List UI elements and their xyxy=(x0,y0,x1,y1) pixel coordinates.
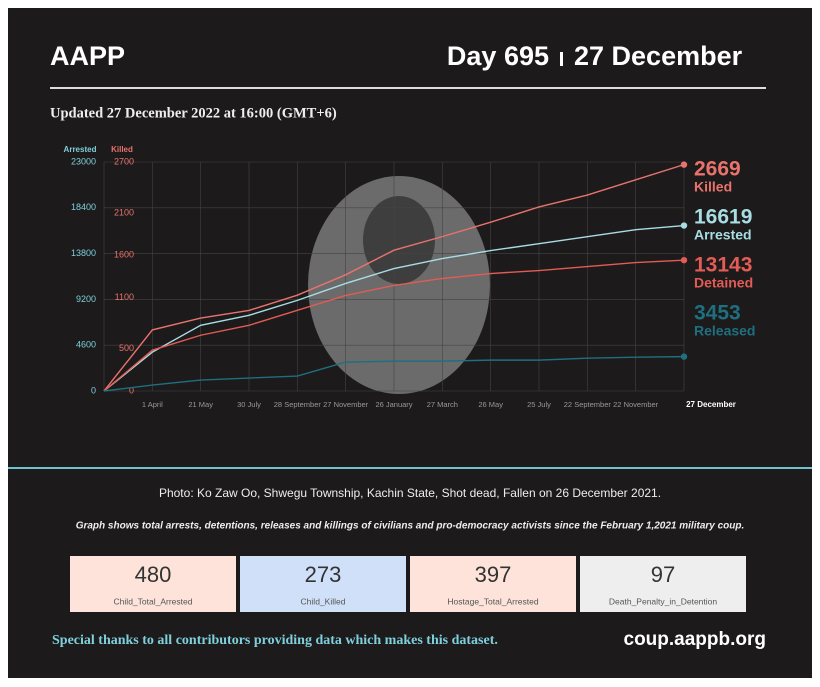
x-tick-label: 27 November xyxy=(323,400,369,409)
y2-tick-label: 500 xyxy=(119,343,134,353)
x-tick-label: 22 September xyxy=(564,400,612,409)
stat-value: 480 xyxy=(135,562,172,587)
header-date: 27 December xyxy=(574,41,743,71)
legend-label: Detained xyxy=(694,275,753,291)
stat-card xyxy=(70,556,236,612)
end-point xyxy=(680,161,688,168)
chart: AAPP Day 695 27 December Updated 27 Dece… xyxy=(8,41,812,650)
y-tick-label: 0 xyxy=(91,385,96,395)
x-tick-label: 27 December xyxy=(686,400,736,409)
photo-face xyxy=(363,196,435,284)
y2-tick-label: 1600 xyxy=(114,250,134,260)
end-value: 2669 xyxy=(694,158,741,181)
stat-card xyxy=(410,556,576,612)
x-tick-label: 26 May xyxy=(478,400,503,409)
x-tick-label: 26 January xyxy=(375,400,412,409)
y-tick-label: 18400 xyxy=(71,202,96,212)
y2-tick-label: 2100 xyxy=(114,207,134,217)
x-tick-label: 22 November xyxy=(613,400,659,409)
end-point xyxy=(680,222,688,229)
y2-tick-label: 2700 xyxy=(114,156,134,166)
x-tick-label: 30 July xyxy=(237,400,261,409)
stat-value: 97 xyxy=(651,562,675,587)
stat-label: Death_Penalty_in_Detention xyxy=(609,596,717,606)
legend-label: Killed xyxy=(694,179,732,195)
y2-tick-label: 0 xyxy=(129,385,134,395)
end-value: 3453 xyxy=(694,302,741,325)
series-line xyxy=(103,224,685,392)
page: AAPP Day 695 27 December Updated 27 Dece… xyxy=(8,8,812,678)
note: Graph shows total arrests, detentions, r… xyxy=(76,521,745,532)
y-tick-label: 23000 xyxy=(71,156,96,166)
end-value: 13143 xyxy=(694,254,752,277)
y-tick-label: 13800 xyxy=(71,248,96,258)
header-day: Day 695 xyxy=(447,41,549,71)
stat-label: Child_Total_Arrested xyxy=(114,596,193,606)
updated: Updated 27 December 2022 at 16:00 (GMT+6… xyxy=(50,105,337,121)
x-tick-label: 28 September xyxy=(274,400,322,409)
stat-value: 273 xyxy=(305,562,342,587)
end-value: 16619 xyxy=(694,206,752,229)
y2-axis-title: Killed xyxy=(111,145,133,154)
x-tick-label: 1 April xyxy=(142,400,163,409)
stat-card xyxy=(580,556,746,612)
series-line xyxy=(103,163,685,392)
y-tick-label: 4600 xyxy=(76,340,96,350)
legend-label: Released xyxy=(694,323,755,339)
series-line xyxy=(103,259,685,392)
legend-label: Arrested xyxy=(694,227,752,243)
end-point xyxy=(680,353,688,360)
y-axis-title: Arrested xyxy=(64,145,97,154)
thanks: Special thanks to all contributors provi… xyxy=(52,633,498,648)
series-line xyxy=(103,355,685,392)
stat-value: 397 xyxy=(475,562,512,587)
y-tick-label: 9200 xyxy=(76,294,96,304)
url: coup.aappb.org xyxy=(624,629,767,650)
stat-label: Hostage_Total_Arrested xyxy=(447,596,538,606)
end-point xyxy=(680,256,688,264)
caption: Photo: Ko Zaw Oo, Shwegu Township, Kachi… xyxy=(159,486,661,500)
y2-tick-label: 1100 xyxy=(115,292,134,302)
header-title: AAPP xyxy=(50,41,125,71)
separator xyxy=(560,52,563,66)
x-tick-label: 21 May xyxy=(188,400,213,409)
stat-label: Child_Killed xyxy=(301,596,346,606)
stat-card xyxy=(240,556,406,612)
x-tick-label: 25 July xyxy=(527,400,551,409)
x-tick-label: 27 March xyxy=(427,400,458,409)
